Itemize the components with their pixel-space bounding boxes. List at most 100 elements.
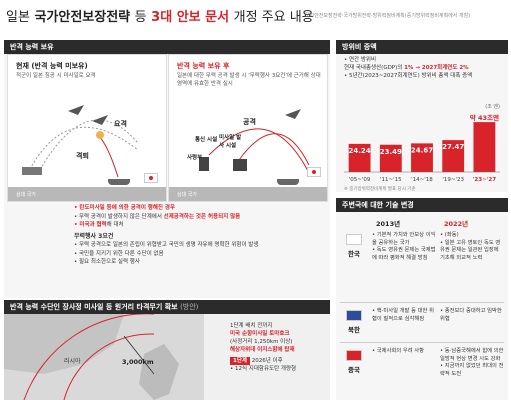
strike-section: 반격 능력 수단인 장사정 미사일 등 원거리 타격무기 확보 (방안) 러시아…: [4, 300, 330, 400]
intercept-trajectory: [97, 134, 119, 178]
range-line: [123, 335, 155, 375]
counterstrike-trajectory: [208, 128, 310, 174]
fighter-jet-icon: [68, 105, 84, 115]
scene-after: 반격 능력 보유 후 일본에 대한 무력 공격 발생 시 '무력행사 3요건'에…: [168, 54, 328, 202]
explosion-icon: [96, 131, 104, 139]
tower-icon: [199, 157, 209, 171]
nk-2013: • 핵·미사일 개발 등 대한 위협이 질적으로 심각해짐: [372, 308, 434, 322]
tech-section-title: 주변국에 대한 기술 변경: [336, 198, 508, 212]
tag-intercept: 요격: [114, 120, 127, 128]
range-arc: [63, 333, 155, 400]
fighter-jet-icon: [92, 115, 108, 125]
map-range-label: 3,000km: [122, 358, 154, 366]
budget-bar: [348, 143, 371, 172]
col-2013: 2013년: [376, 220, 401, 228]
budget-section-title: 방위비 증액: [336, 40, 508, 54]
strike-line: 해상자위대 이지스함에 탑재: [230, 347, 295, 353]
strike-line: 1단계 배치 전까지: [230, 323, 273, 329]
counterstrike-trajectory: [238, 133, 310, 166]
range-map-illustration: [4, 314, 179, 400]
strike-section-title: 반격 능력 수단인 장사정 미사일 등 원거리 타격무기 확보 (방안): [4, 300, 330, 314]
ground: [8, 187, 166, 201]
budget-bar: [473, 122, 496, 172]
china-flag-icon: [346, 350, 362, 361]
scene-before: 현재 (반격 능력 미보유) 적군이 일본 침공 시 미사일로 요격 요격 격퇴…: [7, 54, 167, 202]
launcher-icon: [22, 167, 42, 175]
budget-footnote: ※ 중기방위력정비계획 발표 당시 기준: [344, 185, 416, 192]
source-note: 국가안전보장전략·국가방위전략·방위력정비계획(중기방위력정비계획에서 개칭): [305, 13, 471, 19]
phase-year: 2026년 이후: [251, 358, 283, 364]
japan-flag-icon: [307, 167, 321, 177]
budget-category-label: '05~'09: [349, 177, 371, 183]
hq-building-icon: [233, 159, 247, 171]
budget-bar: [379, 144, 402, 172]
strike-line: 미국 순항미사일 토마호크: [230, 331, 290, 337]
scene-after-illustration: [199, 109, 310, 174]
requirements-heading: 무력행사 3요건: [74, 232, 114, 240]
tag-defeat: 격퇴: [76, 152, 89, 160]
strike-text: 1단계 배치 전까지 미국 순항미사일 토마호크 (사정거리 1,250km 이…: [230, 322, 328, 373]
budget-info-line: 현재 국내총생산(GDP)의 1% → 2027회계연도 2%: [344, 65, 469, 71]
missile-trajectory: [37, 119, 139, 174]
budget-bar: [411, 143, 433, 172]
row-divider: [340, 302, 504, 303]
note-line: • 무력 공격이 발생하지 않은 단계에서 선제공격하는 것은 허용되지 않음: [74, 213, 241, 220]
nk-flag-icon: [346, 310, 362, 321]
strike-line: • 12식 지대함유도탄 개량형: [230, 366, 297, 372]
scene-after-title: 반격 능력 보유 후: [177, 62, 230, 70]
budget-bar: [442, 140, 465, 172]
scene-before-desc: 적군이 일본 침공 시 미사일로 요격: [16, 73, 96, 79]
note-line: • 미국과 협력해 대처: [74, 222, 124, 228]
capability-notes: • 탄도미사일 등에 의한 공격이 행해진 경우 • 무력 공격이 발생하지 않…: [74, 204, 324, 267]
country-china: 중국: [340, 350, 368, 374]
budget-value-label: 24.24: [349, 147, 371, 155]
budget-info: • 연간 방위비 현재 국내총생산(GDP)의 1% → 2027회계연도 2%…: [344, 56, 504, 80]
china-2013: • 국제사회의 우려 사항: [372, 348, 425, 354]
ground: [169, 187, 327, 201]
budget-value-label: 약 43조엔: [470, 113, 499, 122]
page-title: 일본 국가안전보장전략 등 3대 안보 문서 개정 주요 내용: [6, 10, 314, 25]
budget-category-label: '14~'18: [411, 177, 433, 183]
country-korea: 한국: [340, 234, 368, 258]
budget-value-label: 23.49: [380, 148, 402, 156]
scene-before-title: 현재 (반격 능력 미보유): [16, 62, 88, 70]
strike-line: (사정거리 1,250km 이상): [230, 339, 293, 345]
tag-comm: 통신 시설: [195, 137, 218, 143]
range-map: 러시아 3,000km: [4, 314, 204, 400]
ground-label: 상대 국가: [177, 192, 197, 198]
ground-label: 상대 국가: [16, 192, 36, 198]
budget-chart: 24.24 '05~'09 23.49 '11~'15 24.67 '14~'18 27.4…: [344, 103, 500, 192]
landmass: [4, 314, 124, 374]
requirement-item: • 국민을 지키기 위한 다른 수단이 없음: [74, 250, 164, 257]
scene-before-illustration: [22, 105, 139, 178]
range-arc: [23, 314, 154, 400]
col-2022: 2022년: [444, 220, 469, 228]
scene-after-desc: 일본에 대한 무력 공격 발생 시 '무력행사 3요건'에 근거해 상대 영역에…: [177, 73, 321, 87]
korea-flag-icon: [346, 234, 362, 245]
row-divider: [340, 342, 504, 343]
nk-2022: • 종전보다 중대하고 임박한 위협: [440, 308, 502, 322]
budget-category-label: '23~'27: [473, 177, 496, 183]
budget-value-label: 24.67: [411, 146, 433, 154]
missile-trajectory: [27, 126, 139, 174]
budget-section: 방위비 증액 • 연간 방위비 현재 국내총생산(GDP)의 1% → 2027…: [336, 40, 508, 192]
japan-flag-icon: [144, 173, 158, 183]
budget-info-line: • 연간 방위비: [344, 57, 377, 63]
ship-icon: [277, 179, 299, 185]
tech-section: 주변국에 대한 기술 변경 2013년 2022년 한국 • 기본적 가치와 안…: [336, 198, 508, 400]
china-2022: • 동·남중국해에서 힘에 의한 일방적 현상 변경 시도 강화 • 지금까지 …: [440, 348, 504, 377]
budget-info-line: • 5년간(2023~2027회계연도) 방위비 총액 대폭 증액: [344, 73, 473, 79]
requirement-item: • 필요 최소한으로 실력 행사: [74, 259, 140, 265]
capability-section: 반격 능력 보유 현재 (반격 능력 미보유) 적군이 일본 침공 시 미사일로…: [4, 40, 330, 298]
map-label-russia: 러시아: [64, 358, 81, 365]
country-nk: 북한: [340, 310, 368, 334]
header: 일본 국가안전보장전략 등 3대 안보 문서 개정 주요 내용 국가안전보장전략…: [0, 0, 511, 30]
korea-2013: • 기본적 가치와 안보상 이익을 공유하는 국가 • 독도 영유권 문제는 국…: [372, 232, 436, 261]
tag-attack: 공격: [243, 118, 256, 126]
tag-missile-site: 미사일 발사 시설: [219, 135, 242, 149]
budget-value-label: 27.47: [442, 143, 464, 151]
phase-badge: 1단계: [230, 357, 250, 365]
phase-row: 1단계 2026년 이후: [230, 357, 328, 365]
capability-section-title: 반격 능력 보유: [4, 40, 330, 54]
requirement-item: • 무력 공격으로 일본의 존립이 위협받고 국민의 생명 자유에 명확한 위험…: [74, 242, 259, 248]
